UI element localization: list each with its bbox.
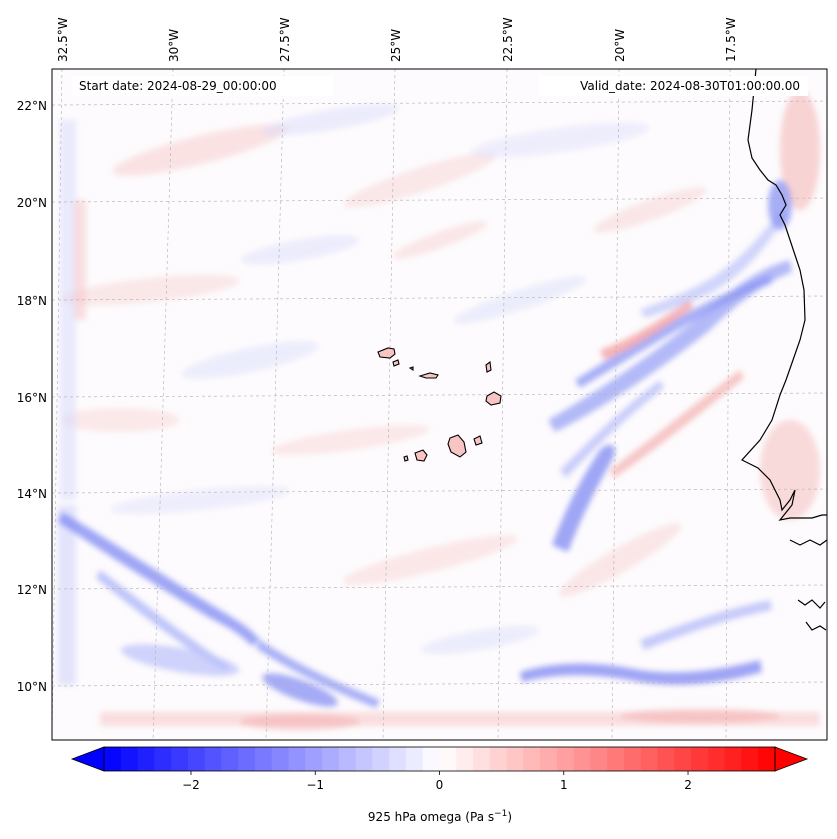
island-fogo: [414, 449, 428, 462]
africa-coastline: [741, 69, 827, 521]
colorbar-cell: [556, 747, 575, 771]
colorbar-extend-high: [774, 746, 809, 772]
colorbar-cell: [372, 747, 390, 771]
colorbar-title: 925 hPa omega (Pa s−1): [368, 809, 512, 824]
colorbar: −2 −1 0 1 2 925 hPa omega (Pa s−1): [70, 746, 809, 824]
colorbar-cell: [674, 747, 692, 771]
colorbar-cell: [221, 747, 239, 771]
colorbar-cell: [120, 747, 139, 771]
lat-tick-label: 10°N: [17, 680, 47, 694]
start-date-box: [72, 76, 334, 96]
island-sal: [485, 360, 492, 373]
cbar-tick-label: −1: [306, 778, 324, 792]
colorbar-cell: [741, 747, 759, 771]
colorbar-cell: [171, 747, 189, 771]
colorbar-cell: [607, 747, 625, 771]
latitude-ticks: 22°N 20°N 18°N 16°N 14°N 12°N 10°N: [17, 99, 47, 694]
cbar-tick-label: 1: [560, 778, 568, 792]
colorbar-cell: [288, 747, 306, 771]
island-santo-antao: [377, 347, 396, 359]
colorbar-cell: [691, 747, 709, 771]
colorbar-ticks: −2 −1 0 1 2: [182, 771, 692, 792]
valid-date-label: Valid_date: 2024-08-30T01:00:00.00: [580, 79, 800, 93]
omega-field: [58, 90, 820, 730]
colorbar-cell: [254, 747, 273, 771]
island-sao-nicolau: [418, 372, 439, 379]
island-boa-vista: [485, 391, 502, 406]
colorbar-cell: [707, 747, 726, 771]
island-santiago: [447, 434, 467, 458]
island-maio: [473, 435, 483, 446]
colorbar-cell: [489, 747, 508, 771]
cbar-tick-label: 2: [684, 778, 692, 792]
colorbar-cell: [305, 747, 323, 771]
colorbar-cell: [104, 747, 122, 771]
lat-tick-label: 14°N: [17, 487, 47, 501]
colorbar-cell: [456, 747, 474, 771]
colorbar-cell: [405, 747, 424, 771]
colorbar-cell: [640, 747, 659, 771]
island-brava: [403, 455, 409, 462]
colorbar-cell: [422, 747, 440, 771]
colorbar-cell: [154, 747, 172, 771]
colorbar-cell: [506, 747, 524, 771]
colorbar-cells: [104, 747, 776, 771]
colorbar-cell: [338, 747, 357, 771]
lat-tick-label: 20°N: [17, 196, 47, 210]
colorbar-cell: [724, 747, 742, 771]
cbar-tick-label: 0: [436, 778, 444, 792]
lon-tick-label: 30°W: [167, 29, 181, 62]
colorbar-cell: [624, 747, 642, 771]
colorbar-cell: [137, 747, 155, 771]
lon-tick-label: 32.5°W: [56, 17, 70, 62]
colorbar-cell: [590, 747, 608, 771]
colorbar-cell: [238, 747, 256, 771]
colorbar-cell: [355, 747, 373, 771]
lon-tick-label: 22.5°W: [501, 17, 515, 62]
lat-tick-label: 12°N: [17, 583, 47, 597]
start-date-label: Start date: 2024-08-29_00:00:00: [79, 79, 277, 93]
lat-tick-label: 18°N: [17, 294, 47, 308]
colorbar-cell: [473, 747, 491, 771]
gridlines: [52, 69, 827, 740]
colorbar-extend-low: [70, 746, 105, 772]
colorbar-cell: [204, 747, 222, 771]
lon-tick-label: 25°W: [389, 29, 403, 62]
map-frame: [51, 68, 828, 741]
valid-date-box: [538, 76, 808, 96]
island-sao-vicente: [392, 359, 400, 367]
cbar-tick-label: −2: [182, 778, 200, 792]
colorbar-cell: [540, 747, 558, 771]
colorbar-cell: [657, 747, 675, 771]
colorbar-cell: [389, 747, 407, 771]
lat-tick-label: 22°N: [17, 99, 47, 113]
cape-verde-islands: [377, 347, 502, 462]
coastlines: [741, 69, 827, 631]
colorbar-cell: [523, 747, 541, 771]
longitude-ticks: 32.5°W 30°W 27.5°W 25°W 22.5°W 20°W 17.5…: [56, 17, 738, 62]
colorbar-cell: [187, 747, 206, 771]
island-islet: [408, 366, 414, 372]
colorbar-cell: [758, 747, 776, 771]
colorbar-cell: [439, 747, 457, 771]
lon-tick-label: 20°W: [613, 29, 627, 62]
lon-tick-label: 17.5°W: [724, 17, 738, 62]
colorbar-cell: [573, 747, 591, 771]
colorbar-cell: [322, 747, 340, 771]
lat-tick-label: 16°N: [17, 391, 47, 405]
colorbar-cell: [271, 747, 290, 771]
lon-tick-label: 27.5°W: [278, 17, 292, 62]
